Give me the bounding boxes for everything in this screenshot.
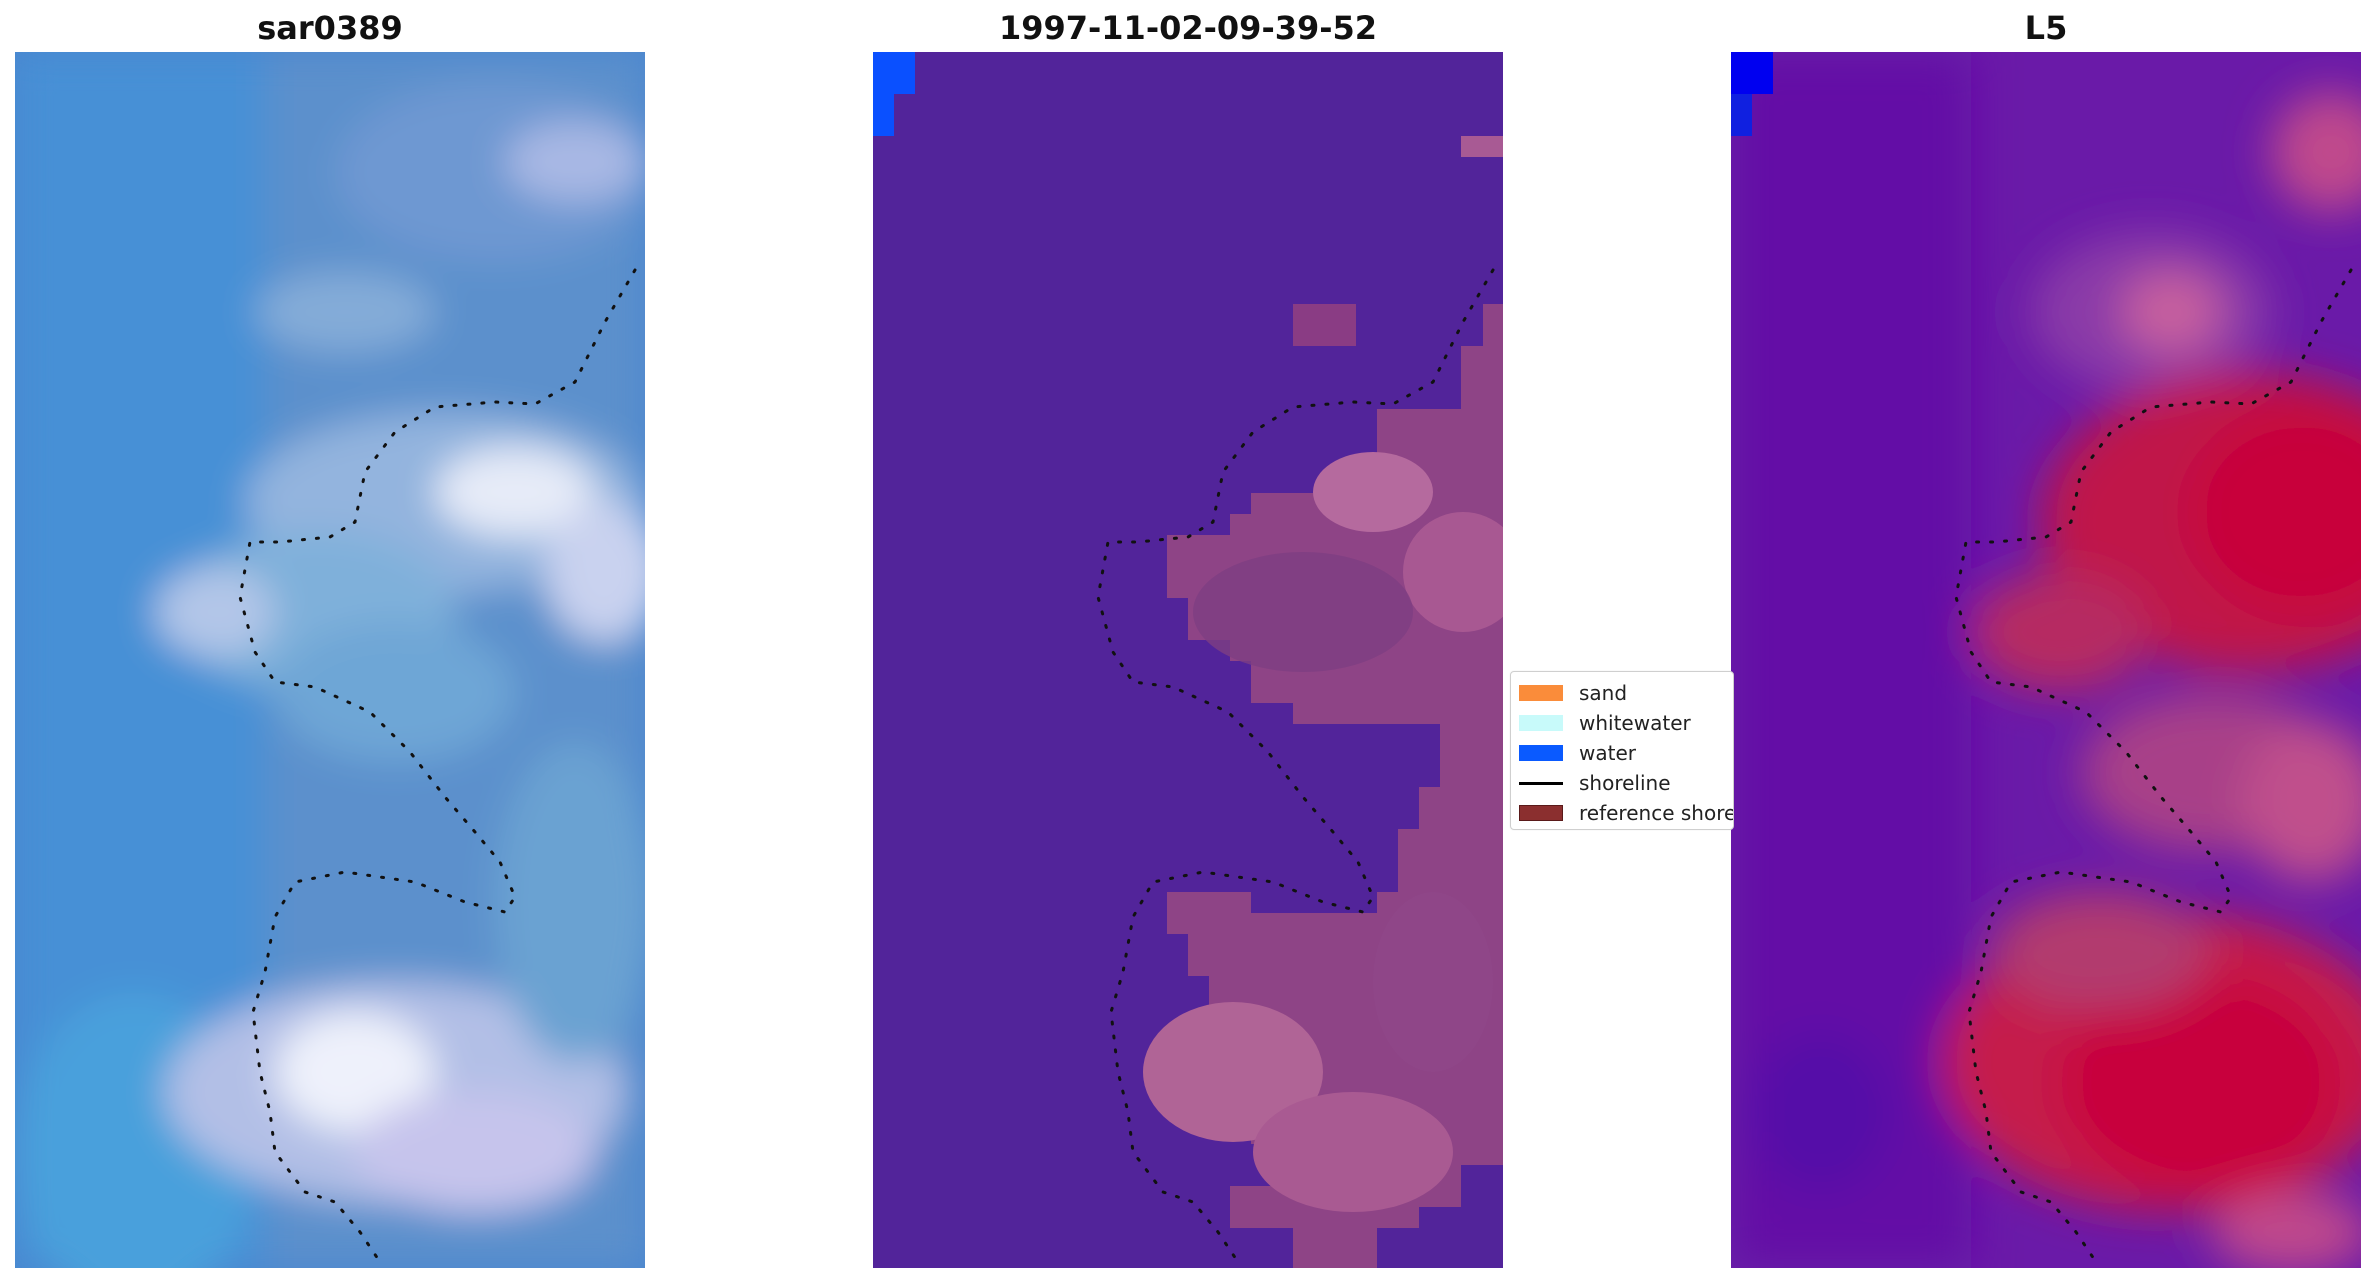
rgb-image-panel [15, 52, 645, 1268]
legend-label: water [1579, 741, 1636, 765]
l5-image-panel [1731, 52, 2361, 1268]
whitewater-swatch [1519, 715, 1563, 731]
legend-label: shoreline [1579, 771, 1671, 795]
rgb-image [15, 52, 645, 1268]
l5-image [1731, 52, 2361, 1268]
classified-image [873, 52, 1503, 1268]
reference-shoreline-swatch [1519, 805, 1563, 821]
legend-item-whitewater: whitewater [1519, 710, 1691, 736]
water-swatch [1519, 745, 1563, 761]
legend-label: whitewater [1579, 711, 1691, 735]
panel-title-sar: sar0389 [257, 9, 403, 47]
legend-item-reference-shoreline: reference shoreline [1519, 800, 1733, 826]
legend-item-sand: sand [1519, 680, 1627, 706]
panel-title-date: 1997-11-02-09-39-52 [998, 9, 1378, 47]
legend-label: sand [1579, 681, 1628, 705]
legend-item-water: water [1519, 740, 1636, 766]
classified-image-panel [873, 52, 1503, 1268]
legend-item-shoreline: shoreline [1519, 770, 1671, 796]
legend: sand whitewater water shoreline referenc… [1510, 671, 1734, 830]
shoreline-swatch [1519, 781, 1563, 785]
legend-label: reference shoreline [1579, 801, 1733, 825]
panel-title-l5: L5 [2024, 9, 2068, 47]
sand-swatch [1519, 685, 1563, 701]
